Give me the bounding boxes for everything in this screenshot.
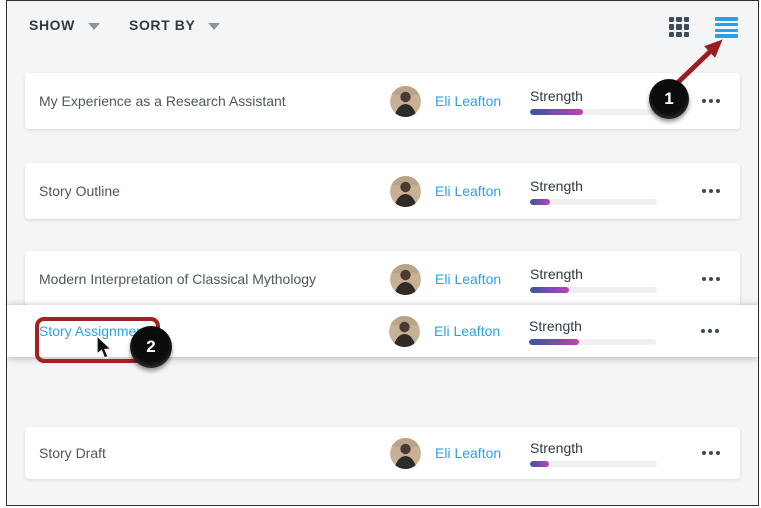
- author-link[interactable]: Eli Leafton: [435, 93, 502, 109]
- sort-by-dropdown[interactable]: SORT BY: [129, 17, 221, 33]
- strength-label: Strength: [530, 177, 583, 194]
- strength-meter: Strength: [530, 178, 657, 205]
- author-link[interactable]: Eli Leafton: [435, 445, 502, 461]
- strength-label: Strength: [530, 87, 583, 104]
- strength-bar-fill: [530, 460, 550, 467]
- strength-bar-fill: [529, 338, 579, 345]
- document-row: Story Outline Eli Leafton Strength: [25, 163, 740, 219]
- strength-meter: Strength: [529, 318, 656, 345]
- grid-icon: [669, 17, 689, 37]
- callout-badge-1: 1: [649, 79, 689, 119]
- document-row: Story Assignment Eli Leafton Strength: [7, 305, 758, 357]
- strength-bar-track: [530, 198, 657, 205]
- row-options-menu-button[interactable]: [702, 443, 720, 463]
- strength-bar-fill: [530, 286, 570, 293]
- row-options-menu-button[interactable]: [702, 181, 720, 201]
- row-options-menu-button[interactable]: [702, 269, 720, 289]
- strength-meter: Strength: [530, 440, 657, 467]
- strength-bar-track: [530, 460, 657, 467]
- document-list-panel: SHOW SORT BY My Experience as a Research…: [6, 0, 759, 506]
- chevron-down-icon: [208, 22, 221, 30]
- grid-view-button[interactable]: [669, 17, 692, 38]
- author-link[interactable]: Eli Leafton: [434, 323, 501, 339]
- strength-meter: Strength: [530, 88, 657, 115]
- show-filter-dropdown[interactable]: SHOW: [29, 17, 100, 33]
- author-avatar: [390, 437, 421, 469]
- document-title-link[interactable]: Modern Interpretation of Classical Mytho…: [39, 271, 317, 287]
- document-title-link[interactable]: My Experience as a Research Assistant: [39, 93, 286, 109]
- list-icon: [715, 17, 738, 38]
- author-link[interactable]: Eli Leafton: [435, 271, 502, 287]
- show-filter-label: SHOW: [29, 17, 75, 33]
- strength-label: Strength: [529, 317, 582, 334]
- callout-badge-2: 2: [130, 326, 172, 368]
- strength-label: Strength: [530, 265, 583, 282]
- author-avatar: [390, 175, 421, 207]
- strength-bar-track: [530, 286, 657, 293]
- document-row: Story Draft Eli Leafton Strength: [25, 427, 740, 479]
- document-title-link[interactable]: Story Assignment: [39, 323, 148, 339]
- document-row: My Experience as a Research Assistant El…: [25, 73, 740, 129]
- strength-bar-fill: [530, 198, 551, 205]
- strength-label: Strength: [530, 439, 583, 456]
- author-avatar: [389, 315, 420, 347]
- list-view-button[interactable]: [715, 17, 738, 38]
- row-options-menu-button[interactable]: [702, 91, 720, 111]
- author-avatar: [390, 85, 421, 117]
- strength-meter: Strength: [530, 266, 657, 293]
- chevron-down-icon: [87, 22, 100, 30]
- strength-bar-track: [529, 338, 656, 345]
- strength-bar-track: [530, 108, 657, 115]
- document-row: Modern Interpretation of Classical Mytho…: [25, 251, 740, 307]
- document-title-link[interactable]: Story Draft: [39, 445, 106, 461]
- author-link[interactable]: Eli Leafton: [435, 183, 502, 199]
- document-title-link[interactable]: Story Outline: [39, 183, 120, 199]
- author-avatar: [390, 263, 421, 295]
- row-options-menu-button[interactable]: [701, 321, 719, 341]
- strength-bar-fill: [530, 108, 584, 115]
- sort-by-label: SORT BY: [129, 17, 196, 33]
- cursor-icon: [96, 335, 113, 359]
